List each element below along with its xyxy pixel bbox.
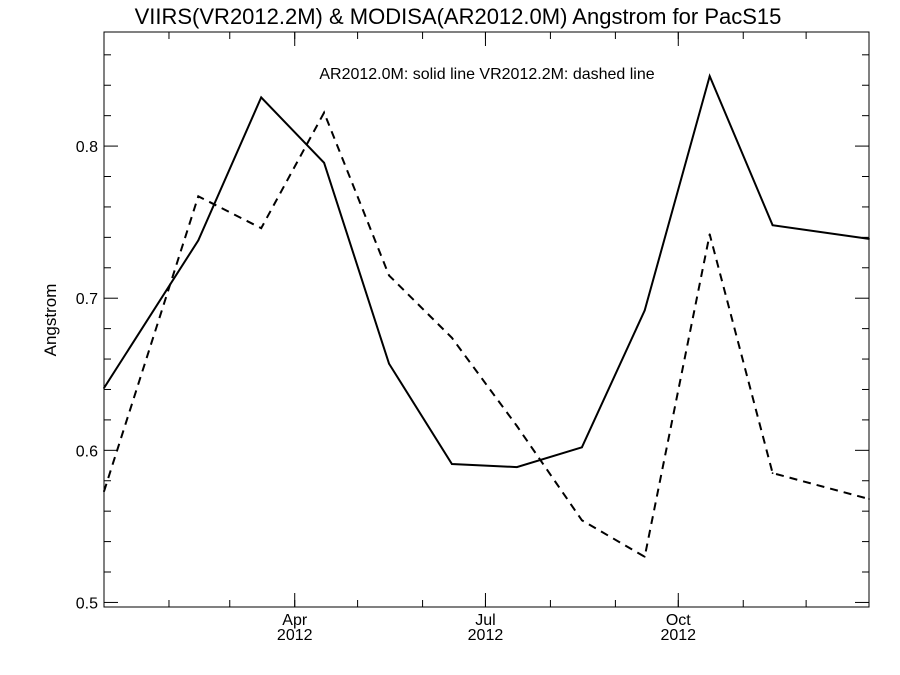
data-point-dashed bbox=[451, 336, 453, 339]
y-tick-label: 0.5 bbox=[76, 595, 98, 612]
data-point-dashed bbox=[708, 233, 711, 236]
y-tick-label: 0.6 bbox=[76, 443, 98, 460]
data-point-solid bbox=[451, 463, 453, 465]
x-tick-year: 2012 bbox=[277, 627, 313, 644]
data-point-solid bbox=[643, 309, 646, 312]
data-point-dashed bbox=[388, 274, 390, 277]
data-point-solid bbox=[388, 362, 390, 365]
data-point-dashed bbox=[581, 519, 583, 522]
data-point-solid bbox=[516, 466, 518, 468]
data-point-dashed bbox=[197, 195, 200, 198]
data-point-dashed bbox=[868, 498, 870, 500]
data-point-solid bbox=[103, 387, 105, 389]
axis-ticks bbox=[104, 32, 869, 607]
x-tick-month: Jul bbox=[475, 612, 495, 629]
chart-title: VIIRS(VR2012.2M) & MODISA(AR2012.0M) Ang… bbox=[135, 4, 782, 29]
y-tick-label: 0.8 bbox=[76, 139, 98, 156]
series-layer bbox=[103, 73, 870, 559]
x-tick-month: Oct bbox=[666, 612, 691, 629]
data-point-solid bbox=[260, 96, 263, 99]
data-point-dashed bbox=[643, 555, 646, 558]
data-point-solid bbox=[708, 75, 711, 77]
data-point-solid bbox=[581, 446, 583, 449]
data-point-solid bbox=[868, 238, 870, 240]
data-point-solid bbox=[323, 161, 325, 164]
line-style-annotation: AR2012.0M: solid line VR2012.2M: dashed … bbox=[319, 66, 654, 83]
data-point-dashed bbox=[260, 227, 263, 230]
series-line-solid bbox=[103, 73, 870, 469]
x-tick-year: 2012 bbox=[468, 627, 504, 644]
data-point-dashed bbox=[516, 425, 518, 427]
data-point-dashed bbox=[323, 111, 325, 114]
y-tick-label: 0.7 bbox=[76, 291, 98, 308]
data-point-solid bbox=[771, 224, 774, 227]
data-point-dashed bbox=[103, 490, 105, 493]
data-point-dashed bbox=[771, 472, 774, 474]
y-axis-label: Angstrom bbox=[41, 284, 60, 357]
x-tick-year: 2012 bbox=[660, 627, 696, 644]
data-point-solid bbox=[197, 239, 200, 242]
x-tick-month: Apr bbox=[282, 612, 308, 629]
series-line-dashed bbox=[103, 110, 870, 559]
plot-frame bbox=[103, 31, 870, 608]
